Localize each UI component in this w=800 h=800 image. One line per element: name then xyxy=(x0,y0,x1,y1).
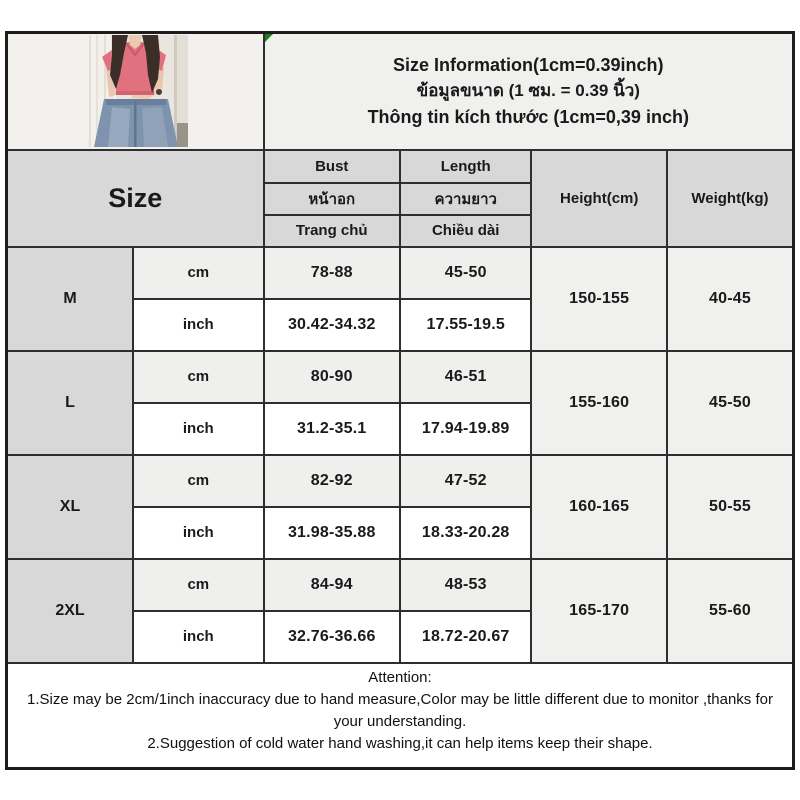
unit-inch-label: inch xyxy=(132,297,265,352)
unit-cm-label: cm xyxy=(132,245,265,300)
unit-cm-label: cm xyxy=(132,453,265,508)
table-row: inch 32.76-36.66 18.72-20.67 xyxy=(7,609,794,664)
product-photo-cell xyxy=(5,31,265,151)
unit-inch-label: inch xyxy=(132,401,265,456)
height-value: 165-170 xyxy=(530,557,668,664)
title-english: Size Information(1cm=0.39inch) xyxy=(392,55,664,76)
header-weight: Weight(kg) xyxy=(665,148,795,248)
table-row: inch 31.2-35.1 17.94-19.89 xyxy=(7,401,794,456)
header-bust-en: Bust xyxy=(262,148,401,184)
length-inch-value: 17.55-19.5 xyxy=(398,297,533,352)
length-cm-value: 45-50 xyxy=(398,245,533,300)
size-information-table: Size Information(1cm=0.39inch) ข้อมูลขนา… xyxy=(5,31,795,770)
length-inch-value: 18.33-20.28 xyxy=(398,505,533,560)
size-info-title-cell: Size Information(1cm=0.39inch) ข้อมูลขนา… xyxy=(262,31,795,151)
unit-inch-label: inch xyxy=(132,505,265,560)
weight-value: 45-50 xyxy=(665,349,795,456)
header-height: Height(cm) xyxy=(530,148,668,248)
green-corner-marker-icon xyxy=(265,34,273,42)
attention-note-2: 2.Suggestion of cold water hand washing,… xyxy=(147,734,653,752)
header-length-vi: Chiều dài xyxy=(398,213,533,248)
bust-cm-value: 84-94 xyxy=(262,557,401,612)
header-bust-th: หน้าอก xyxy=(262,181,401,216)
model-photo xyxy=(82,35,189,148)
weight-value: 50-55 xyxy=(665,453,795,560)
table-row: XL cm 82-92 47-52 160-165 50-55 xyxy=(5,453,795,560)
table-row: L cm 80-90 46-51 155-160 45-50 xyxy=(5,349,795,456)
length-cm-value: 46-51 xyxy=(398,349,533,404)
header-bust-vi: Trang chủ xyxy=(262,213,401,248)
height-value: 150-155 xyxy=(530,245,668,352)
bust-cm-value: 80-90 xyxy=(262,349,401,404)
bust-inch-value: 31.98-35.88 xyxy=(262,505,401,560)
length-cm-value: 47-52 xyxy=(398,453,533,508)
unit-cm-label: cm xyxy=(132,349,265,404)
weight-value: 40-45 xyxy=(665,245,795,352)
size-cell-xl: XL xyxy=(5,453,135,560)
bust-inch-value: 30.42-34.32 xyxy=(262,297,401,352)
title-thai: ข้อมูลขนาด (1 ซม. = 0.39 นิ้ว) xyxy=(416,81,640,101)
size-cell-m: M xyxy=(5,245,135,352)
bust-cm-value: 82-92 xyxy=(262,453,401,508)
attention-note-1: 1.Size may be 2cm/1inch inaccuracy due t… xyxy=(27,690,773,730)
header-length-en: Length xyxy=(398,148,533,184)
length-inch-value: 18.72-20.67 xyxy=(398,609,533,664)
unit-inch-label: inch xyxy=(132,609,265,664)
bust-inch-value: 31.2-35.1 xyxy=(262,401,401,456)
title-vietnamese: Thông tin kích thước (1cm=0,39 inch) xyxy=(367,107,689,128)
size-cell-l: L xyxy=(5,349,135,456)
bust-inch-value: 32.76-36.66 xyxy=(262,609,401,664)
table-row: inch 30.42-34.32 17.55-19.5 xyxy=(7,297,794,352)
table-row: M cm 78-88 45-50 150-155 40-45 xyxy=(5,245,795,352)
size-cell-2xl: 2XL xyxy=(5,557,135,664)
table-row: 2XL cm 84-94 48-53 165-170 55-60 xyxy=(5,557,795,664)
attention-cell: Attention: 1.Size may be 2cm/1inch inacc… xyxy=(5,661,795,770)
length-inch-value: 17.94-19.89 xyxy=(398,401,533,456)
height-value: 160-165 xyxy=(530,453,668,560)
bust-cm-value: 78-88 xyxy=(262,245,401,300)
weight-value: 55-60 xyxy=(665,557,795,664)
length-cm-value: 48-53 xyxy=(398,557,533,612)
header-length-th: ความยาว xyxy=(398,181,533,216)
table-row: inch 31.98-35.88 18.33-20.28 xyxy=(7,505,794,560)
height-value: 155-160 xyxy=(530,349,668,456)
header-size: Size xyxy=(5,148,265,248)
attention-title: Attention: xyxy=(368,668,432,686)
unit-cm-label: cm xyxy=(132,557,265,612)
